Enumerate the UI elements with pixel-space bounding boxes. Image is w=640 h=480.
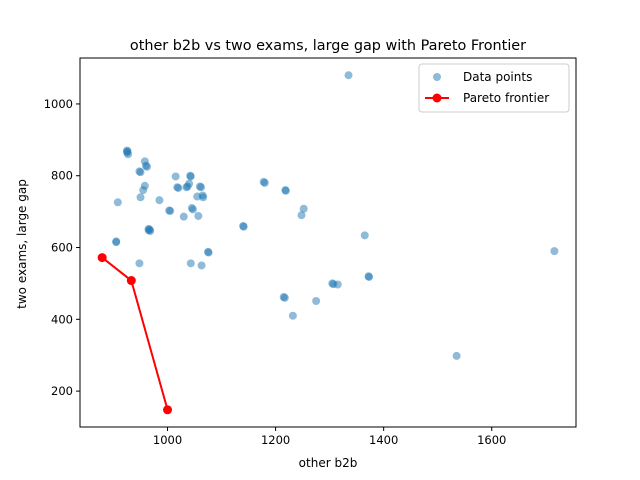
data-point xyxy=(312,297,321,306)
legend-label-data-points: Data points xyxy=(463,70,532,84)
legend-marker-data-points xyxy=(433,73,441,81)
x-tick-label: 1000 xyxy=(153,433,182,447)
data-point xyxy=(135,259,144,268)
data-point xyxy=(550,247,559,256)
y-tick-label: 800 xyxy=(51,169,73,183)
data-point xyxy=(186,172,195,181)
x-tick-label: 1600 xyxy=(477,433,506,447)
data-point xyxy=(186,259,195,268)
y-tick-label: 200 xyxy=(51,384,73,398)
pareto-frontier-point xyxy=(163,405,173,415)
data-point xyxy=(123,147,132,156)
legend-label-pareto: Pareto frontier xyxy=(463,91,549,105)
plot-frame xyxy=(79,57,577,428)
data-point xyxy=(194,211,203,220)
data-point xyxy=(197,183,206,192)
data-point xyxy=(365,272,374,281)
data-point xyxy=(146,227,155,236)
data-point xyxy=(297,211,306,220)
data-point xyxy=(239,222,248,231)
legend-box xyxy=(418,63,570,113)
legend-marker-pareto xyxy=(432,93,442,103)
data-point xyxy=(113,198,122,207)
x-axis-label: other b2b xyxy=(299,456,358,470)
x-tick-label: 1200 xyxy=(261,433,290,447)
data-point xyxy=(452,351,461,360)
pareto-frontier-point xyxy=(126,276,136,286)
legend: Data points Pareto frontier xyxy=(418,63,570,113)
y-tick-label: 400 xyxy=(51,312,73,326)
y-axis-label: two exams, large gap xyxy=(15,179,29,309)
data-point xyxy=(185,179,194,188)
plot-area xyxy=(97,71,559,415)
data-point xyxy=(166,206,175,215)
data-point xyxy=(197,261,206,270)
data-point xyxy=(155,196,164,205)
data-point xyxy=(360,231,369,240)
data-point xyxy=(344,71,353,80)
pareto-frontier-point xyxy=(97,253,107,263)
data-point xyxy=(139,186,148,195)
chart-title: other b2b vs two exams, large gap with P… xyxy=(130,38,526,54)
data-point xyxy=(288,311,297,320)
y-tick-label: 1000 xyxy=(44,97,73,111)
data-point xyxy=(174,183,183,192)
data-point xyxy=(299,204,308,213)
data-point xyxy=(171,172,180,181)
data-point xyxy=(179,212,188,221)
data-point xyxy=(199,193,208,202)
data-point xyxy=(188,205,197,214)
data-point xyxy=(260,178,269,187)
data-point xyxy=(280,293,289,302)
data-point xyxy=(136,193,145,202)
y-tick-label: 600 xyxy=(51,241,73,255)
data-point xyxy=(112,238,121,247)
x-tick-label: 1400 xyxy=(369,433,398,447)
data-point xyxy=(136,168,145,177)
data-point xyxy=(333,280,342,289)
data-point xyxy=(142,162,151,171)
data-point xyxy=(204,248,213,257)
data-point xyxy=(281,186,290,195)
